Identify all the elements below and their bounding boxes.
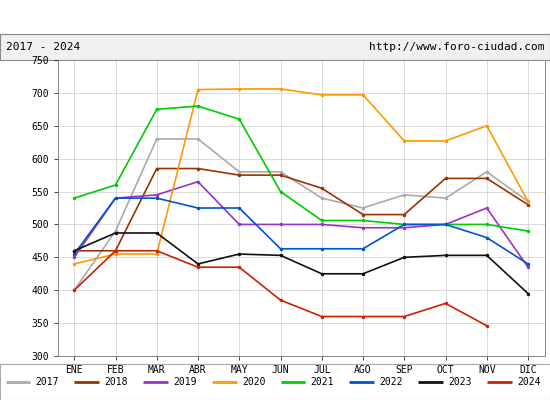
- Text: 2017 - 2024: 2017 - 2024: [6, 42, 80, 52]
- Text: 2024: 2024: [517, 377, 541, 387]
- Text: 2021: 2021: [311, 377, 334, 387]
- Text: 2020: 2020: [242, 377, 266, 387]
- Text: 2023: 2023: [448, 377, 472, 387]
- Text: 2022: 2022: [379, 377, 403, 387]
- Text: 2017: 2017: [36, 377, 59, 387]
- Text: Evolucion del paro registrado en Cazorla: Evolucion del paro registrado en Cazorla: [107, 10, 443, 24]
- Text: 2019: 2019: [173, 377, 197, 387]
- Text: 2018: 2018: [104, 377, 128, 387]
- Text: http://www.foro-ciudad.com: http://www.foro-ciudad.com: [369, 42, 544, 52]
